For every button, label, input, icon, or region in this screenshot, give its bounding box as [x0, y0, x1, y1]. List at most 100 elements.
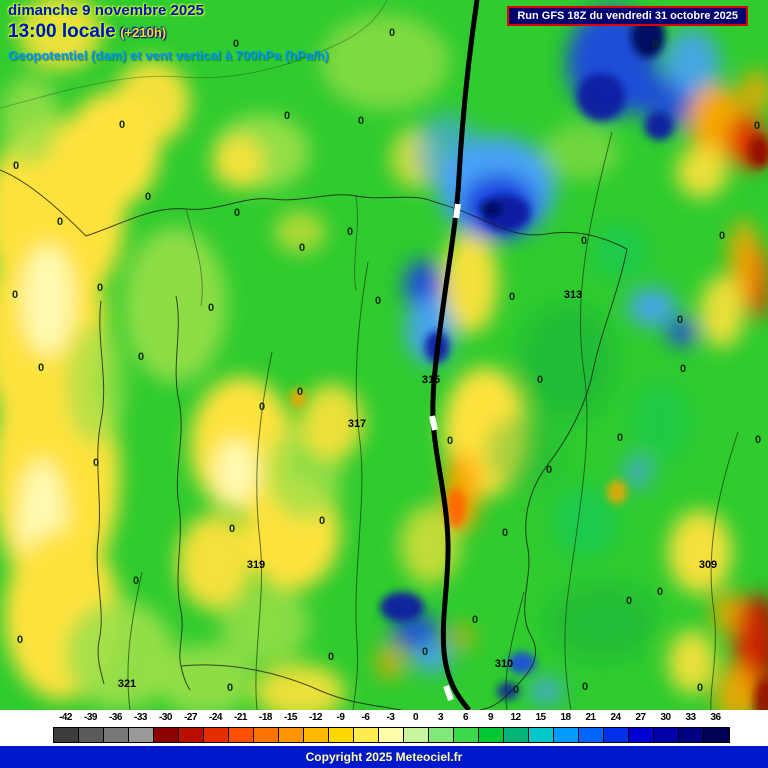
- map-header: dimanche 9 novembre 2025 13:00 locale (+…: [8, 2, 329, 63]
- scale-tick-label: 9: [487, 712, 494, 723]
- field-blob: [712, 590, 740, 634]
- scale-tick-label: 21: [585, 712, 596, 723]
- scale-tick-label: -24: [209, 712, 222, 723]
- coastline-path: [479, 248, 628, 710]
- main-geopotential-contour: [430, 0, 480, 710]
- field-blob: [320, 14, 450, 110]
- map-borders: [0, 169, 628, 710]
- scale-tick-label: 18: [560, 712, 571, 723]
- field-blob: [668, 630, 716, 694]
- scale-color-cell: [79, 728, 104, 742]
- geopotential-contour: [564, 131, 613, 710]
- field-blob: [214, 440, 258, 504]
- field-blob: [577, 73, 625, 121]
- scale-tick-label: -18: [259, 712, 272, 723]
- geopotential-contour: [352, 261, 369, 710]
- field-blob: [630, 382, 690, 462]
- coastline-path: [0, 169, 470, 237]
- field-blob: [508, 652, 536, 674]
- field-blob: [529, 678, 563, 704]
- vertical-velocity-field-cores: [290, 14, 768, 710]
- field-blob: [177, 514, 253, 610]
- scale-tick-label: -6: [361, 712, 370, 723]
- scale-color-cell: [529, 728, 554, 742]
- scale-tick-label: 27: [635, 712, 646, 723]
- field-blob: [114, 60, 190, 144]
- field-blob: [728, 220, 760, 304]
- field-blob: [300, 384, 364, 460]
- vertical-velocity-field: [0, 0, 768, 710]
- scale-color-cell: [554, 728, 579, 742]
- scale-color-cell: [129, 728, 154, 742]
- valid-date: dimanche 9 novembre 2025: [8, 2, 204, 19]
- field-blob: [676, 146, 728, 198]
- scale-color-cell: [104, 728, 129, 742]
- field-blob: [376, 644, 404, 680]
- scale-color-cell: [479, 728, 504, 742]
- field-blob: [543, 124, 619, 180]
- forecast-offset: (+210h): [120, 25, 167, 40]
- field-blob: [740, 70, 768, 114]
- scale-tick-label: -36: [109, 712, 122, 723]
- field-blob: [624, 455, 652, 489]
- field-blob: [519, 304, 615, 420]
- field-blob: [65, 600, 175, 710]
- coastline-path: [96, 300, 105, 685]
- field-blob: [212, 136, 264, 188]
- copyright-bar: Copyright 2025 Meteociel.fr: [0, 746, 768, 768]
- valid-time-local: 13:00 locale: [8, 21, 116, 42]
- field-blob: [290, 388, 306, 408]
- scale-tick-label: 30: [660, 712, 671, 723]
- field-blob: [416, 114, 480, 190]
- scale-color-cell: [229, 728, 254, 742]
- geopotential-contours: [0, 0, 739, 710]
- field-blob: [446, 488, 466, 528]
- field-blob: [220, 585, 310, 665]
- scale-color-cell: [454, 728, 479, 742]
- field-blob: [497, 682, 519, 700]
- scale-tick-label: 6: [462, 712, 469, 723]
- field-blob: [480, 200, 502, 218]
- field-blob: [754, 678, 768, 710]
- scale-tick-label: -33: [134, 712, 147, 723]
- border-path: [185, 208, 203, 307]
- field-blob: [607, 480, 627, 504]
- scale-tick-label: -27: [184, 712, 197, 723]
- field-blob: [553, 486, 617, 558]
- scale-tick-label: 3: [437, 712, 444, 723]
- scale-color-cell: [429, 728, 454, 742]
- field-blob: [664, 29, 720, 95]
- scale-color-cell: [654, 728, 679, 742]
- border-path: [468, 213, 628, 250]
- scale-color-cell: [379, 728, 404, 742]
- scale-color-cell: [254, 728, 279, 742]
- scale-color-cell: [679, 728, 704, 742]
- field-blob: [592, 224, 648, 280]
- field-blob: [66, 325, 126, 445]
- field-blob: [666, 318, 698, 346]
- scale-tick-label: -15: [284, 712, 297, 723]
- scale-color-cell: [704, 728, 729, 742]
- field-blob: [380, 592, 424, 622]
- field-blob: [749, 136, 768, 168]
- scale-tick-label: 24: [610, 712, 621, 723]
- model-run-info: Run GFS 18Z du vendredi 31 octobre 2025: [507, 6, 748, 26]
- geopotential-contour: [710, 431, 739, 710]
- main-contour-gap-marks: [429, 203, 461, 702]
- scale-color-cell: [504, 728, 529, 742]
- scale-color-cell: [629, 728, 654, 742]
- scale-color-cell: [604, 728, 629, 742]
- field-blob: [628, 288, 676, 326]
- scale-color-cell: [304, 728, 329, 742]
- field-blob: [450, 623, 474, 651]
- color-scale-bar: [53, 727, 730, 743]
- field-blob: [715, 665, 759, 710]
- geopotential-contour: [127, 571, 143, 710]
- geopotential-contour: [255, 351, 273, 710]
- scale-tick-label: 36: [710, 712, 721, 723]
- weather-field-map: [0, 0, 768, 710]
- field-blob: [274, 210, 326, 254]
- field-blob: [486, 414, 562, 490]
